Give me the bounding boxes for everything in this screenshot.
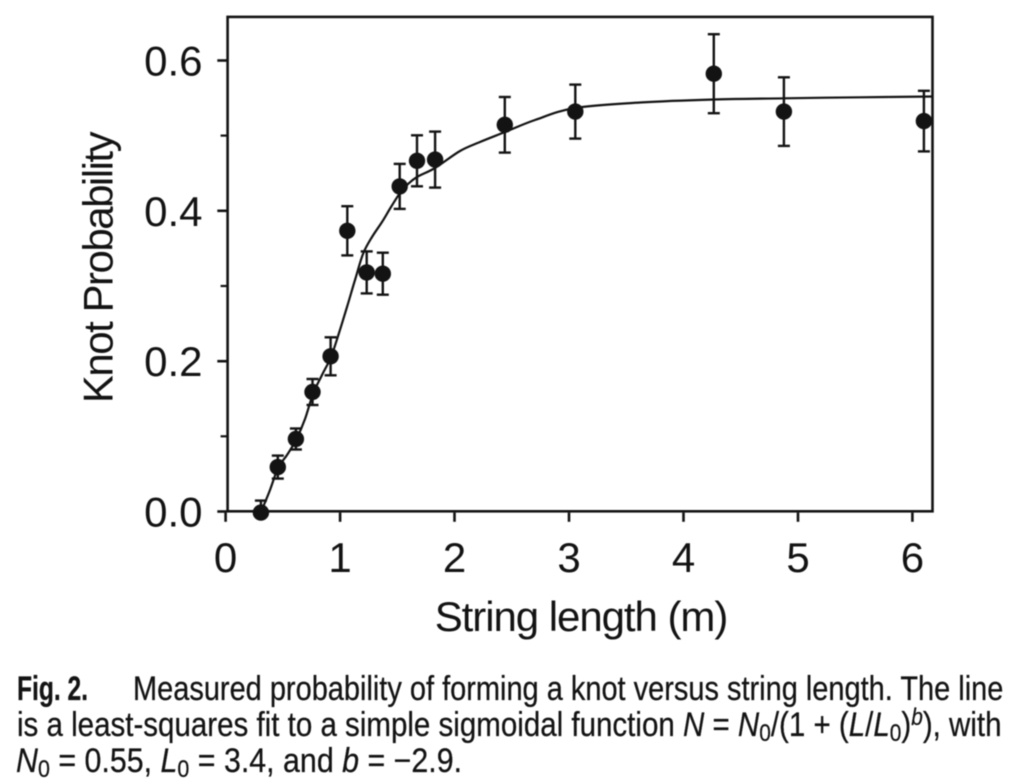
- svg-text:Knot Probability: Knot Probability: [75, 131, 122, 403]
- svg-text:0.4: 0.4: [144, 188, 202, 235]
- svg-text:6: 6: [901, 534, 924, 581]
- svg-text:3: 3: [557, 534, 580, 581]
- svg-text:0.6: 0.6: [144, 38, 202, 85]
- svg-text:String length (m): String length (m): [435, 593, 728, 640]
- svg-text:1: 1: [328, 534, 351, 581]
- svg-text:2: 2: [443, 534, 466, 581]
- svg-text:5: 5: [786, 534, 809, 581]
- svg-text:4: 4: [672, 534, 695, 581]
- svg-text:0.0: 0.0: [144, 489, 202, 536]
- svg-text:0.2: 0.2: [144, 338, 202, 385]
- svg-text:0: 0: [214, 534, 237, 581]
